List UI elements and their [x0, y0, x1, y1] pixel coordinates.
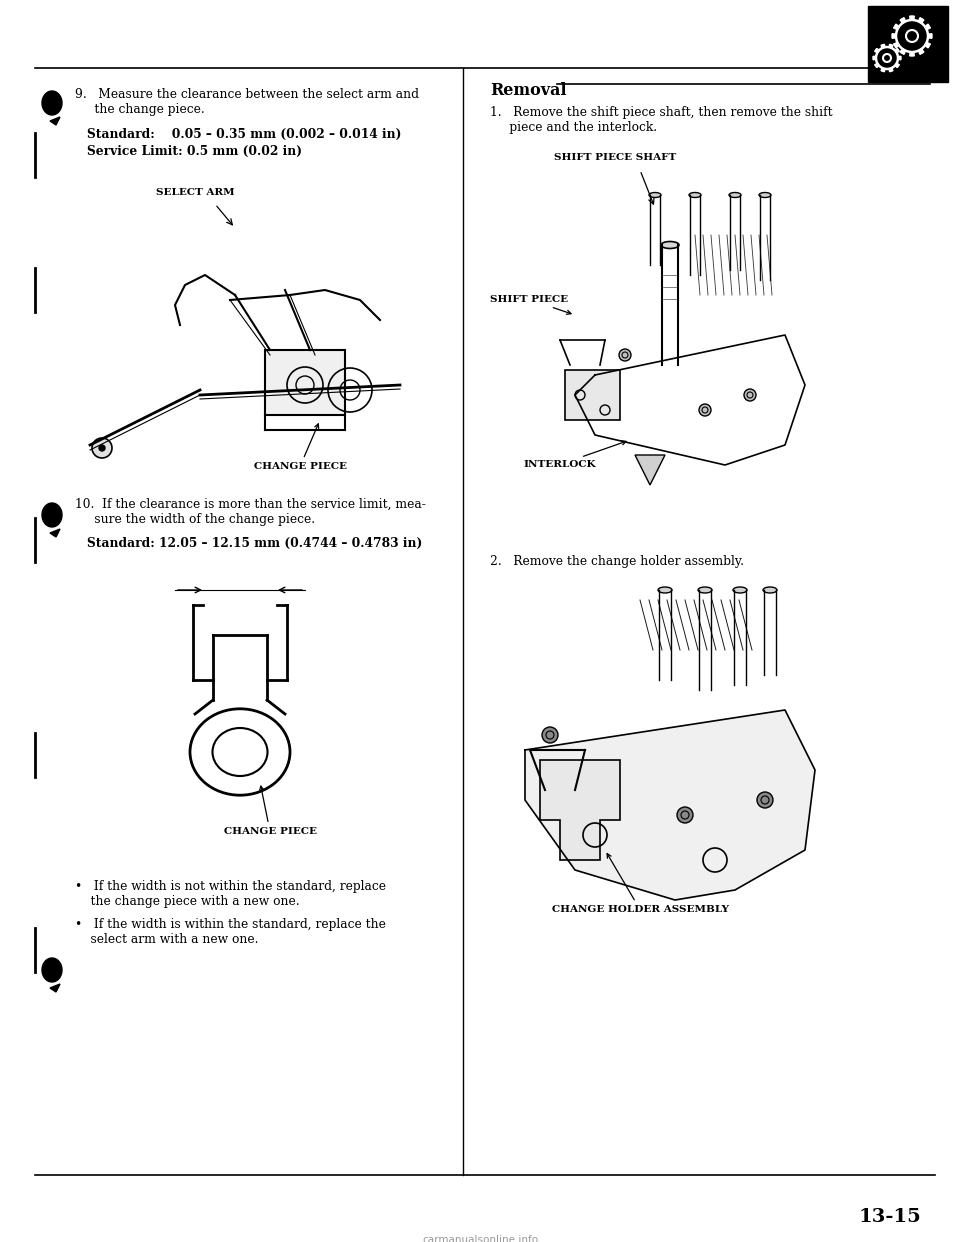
- Ellipse shape: [729, 193, 741, 197]
- Text: 10.  If the clearance is more than the service limit, mea-: 10. If the clearance is more than the se…: [75, 498, 426, 510]
- Text: 1.   Remove the shift piece shaft, then remove the shift: 1. Remove the shift piece shaft, then re…: [490, 106, 832, 119]
- Polygon shape: [50, 117, 60, 125]
- Text: Service Limit: 0.5 mm (0.02 in): Service Limit: 0.5 mm (0.02 in): [87, 145, 302, 158]
- Polygon shape: [873, 56, 876, 60]
- Polygon shape: [881, 68, 885, 72]
- Text: INTERLOCK: INTERLOCK: [524, 441, 626, 469]
- Text: CHANGE HOLDER ASSEMBLY: CHANGE HOLDER ASSEMBLY: [551, 853, 729, 914]
- Text: •   If the width is not within the standard, replace: • If the width is not within the standar…: [75, 881, 386, 893]
- Text: Standard: 12.05 – 12.15 mm (0.4744 – 0.4783 in): Standard: 12.05 – 12.15 mm (0.4744 – 0.4…: [87, 537, 422, 550]
- Polygon shape: [42, 503, 62, 527]
- Polygon shape: [894, 24, 900, 30]
- Polygon shape: [895, 48, 900, 52]
- Polygon shape: [898, 56, 900, 60]
- Text: carmanualsonline.info: carmanualsonline.info: [422, 1235, 538, 1242]
- Polygon shape: [50, 529, 60, 537]
- Text: sure the width of the change piece.: sure the width of the change piece.: [75, 513, 315, 527]
- Bar: [265, 350, 345, 415]
- Circle shape: [677, 807, 693, 823]
- Polygon shape: [50, 984, 60, 992]
- Polygon shape: [875, 48, 879, 52]
- Ellipse shape: [763, 587, 777, 592]
- Text: the change piece with a new one.: the change piece with a new one.: [75, 895, 300, 908]
- Polygon shape: [895, 63, 900, 67]
- Polygon shape: [875, 63, 879, 67]
- Polygon shape: [900, 17, 905, 24]
- Polygon shape: [525, 710, 815, 900]
- Ellipse shape: [661, 241, 679, 248]
- Circle shape: [619, 349, 631, 361]
- Text: piece and the interlock.: piece and the interlock.: [490, 120, 658, 134]
- Text: 13-15: 13-15: [858, 1208, 922, 1226]
- Polygon shape: [42, 91, 62, 116]
- Ellipse shape: [698, 587, 712, 592]
- Ellipse shape: [649, 193, 661, 197]
- Polygon shape: [892, 34, 896, 39]
- Polygon shape: [919, 17, 924, 24]
- Ellipse shape: [689, 193, 701, 197]
- Circle shape: [699, 404, 711, 416]
- Text: Standard:    0.05 – 0.35 mm (0.002 – 0.014 in): Standard: 0.05 – 0.35 mm (0.002 – 0.014 …: [87, 128, 401, 142]
- Circle shape: [744, 389, 756, 401]
- Polygon shape: [540, 760, 620, 859]
- Text: 2.   Remove the change holder assembly.: 2. Remove the change holder assembly.: [490, 555, 744, 568]
- Polygon shape: [881, 45, 885, 48]
- Polygon shape: [919, 48, 924, 55]
- Circle shape: [542, 727, 558, 743]
- Polygon shape: [42, 958, 62, 982]
- Circle shape: [92, 438, 112, 458]
- Polygon shape: [924, 24, 930, 30]
- Circle shape: [99, 445, 105, 451]
- Polygon shape: [924, 42, 930, 48]
- Circle shape: [757, 792, 773, 809]
- Text: select arm with a new one.: select arm with a new one.: [75, 933, 258, 946]
- Text: SELECT ARM: SELECT ARM: [156, 188, 234, 197]
- Bar: [565, 370, 620, 420]
- Polygon shape: [910, 52, 914, 56]
- Text: CHANGE PIECE: CHANGE PIECE: [253, 424, 347, 471]
- Ellipse shape: [733, 587, 747, 592]
- Polygon shape: [894, 42, 900, 48]
- Text: •   If the width is within the standard, replace the: • If the width is within the standard, r…: [75, 918, 386, 932]
- Ellipse shape: [759, 193, 771, 197]
- Ellipse shape: [658, 587, 672, 592]
- Text: the change piece.: the change piece.: [75, 103, 204, 116]
- Text: CHANGE PIECE: CHANGE PIECE: [224, 786, 317, 836]
- Polygon shape: [928, 34, 932, 39]
- Polygon shape: [889, 45, 893, 48]
- Bar: [868, 6, 948, 82]
- Polygon shape: [910, 16, 914, 20]
- Polygon shape: [900, 48, 905, 55]
- Text: Removal: Removal: [490, 82, 566, 99]
- Polygon shape: [889, 68, 893, 72]
- Text: SHIFT PIECE: SHIFT PIECE: [490, 296, 571, 314]
- Text: 9.   Measure the clearance between the select arm and: 9. Measure the clearance between the sel…: [75, 88, 419, 101]
- Text: SHIFT PIECE SHAFT: SHIFT PIECE SHAFT: [554, 153, 676, 161]
- Polygon shape: [635, 455, 665, 484]
